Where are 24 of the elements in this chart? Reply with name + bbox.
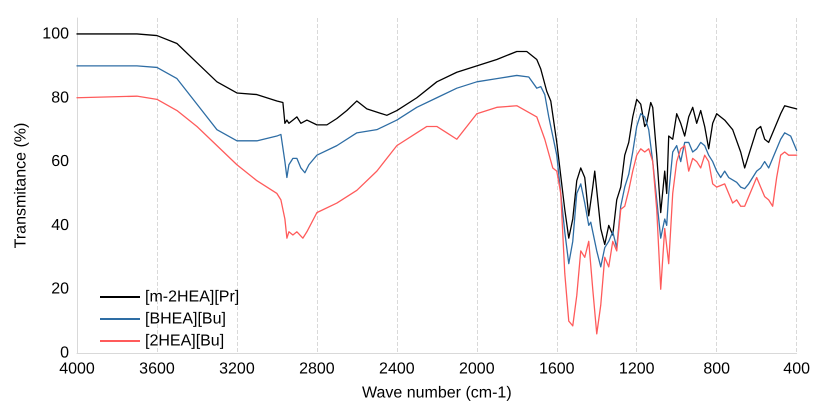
y-tick-label: 0 bbox=[60, 344, 70, 362]
y-tick-label: 40 bbox=[51, 216, 70, 234]
x-tick-label: 400 bbox=[783, 360, 810, 378]
x-tick-label: 4000 bbox=[59, 360, 95, 378]
x-axis-title: Wave number (cm-1) bbox=[362, 384, 512, 402]
x-tick-label: 800 bbox=[703, 360, 730, 378]
x-tick-label: 3200 bbox=[219, 360, 255, 378]
y-tick-label: 100 bbox=[42, 25, 70, 42]
x-tick-label: 2400 bbox=[379, 360, 415, 378]
legend-label: [2HEA][Bu] bbox=[145, 332, 224, 350]
x-tick-label: 1200 bbox=[618, 360, 655, 378]
x-tick-label: 3600 bbox=[139, 360, 175, 378]
x-tick-label: 2800 bbox=[299, 360, 335, 378]
x-tick-label: 1600 bbox=[538, 360, 575, 378]
y-tick-label: 20 bbox=[51, 280, 70, 298]
legend-label: [BHEA][Bu] bbox=[145, 310, 226, 328]
line-series bbox=[76, 33, 798, 246]
y-tick-label: 80 bbox=[51, 89, 70, 106]
y-tick-label: 60 bbox=[51, 153, 70, 170]
line-series bbox=[76, 65, 798, 268]
legend-label: [m-2HEA][Pr] bbox=[145, 288, 240, 306]
x-tick-label: 2000 bbox=[459, 360, 495, 378]
y-axis-title: Transmitance (%) bbox=[12, 122, 30, 248]
line-series bbox=[76, 96, 798, 335]
